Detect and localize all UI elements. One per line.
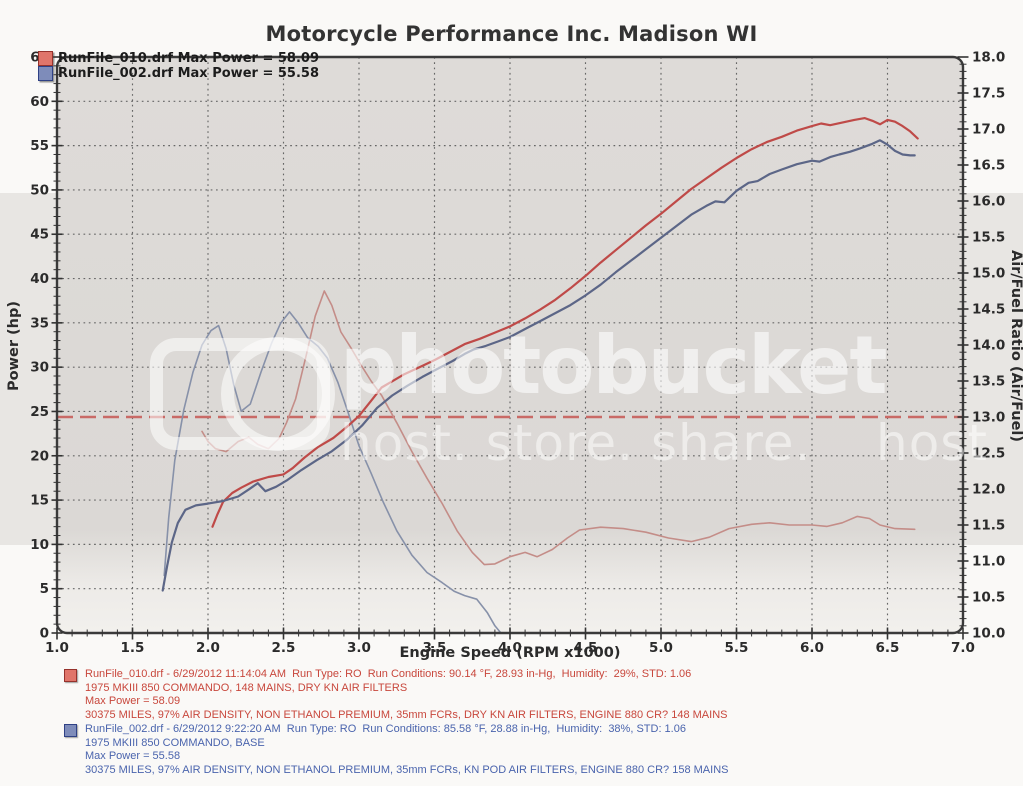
svg-text:0: 0 [40, 626, 49, 642]
svg-text:25: 25 [30, 404, 49, 420]
legend-label-run010: RunFile_010.drf Max Power = 58.09 [58, 50, 319, 66]
svg-text:16.0: 16.0 [972, 194, 1005, 210]
svg-text:2.5: 2.5 [272, 640, 296, 656]
svg-text:30: 30 [30, 360, 49, 376]
svg-text:5.0: 5.0 [649, 640, 673, 656]
svg-text:15.5: 15.5 [972, 230, 1005, 246]
svg-text:17.0: 17.0 [972, 122, 1005, 138]
info-line: RunFile_010.drf - 6/29/2012 11:14:04 AM … [85, 668, 692, 680]
svg-text:5.5: 5.5 [725, 640, 749, 656]
svg-text:7.0: 7.0 [951, 640, 975, 656]
svg-text:14.0: 14.0 [972, 338, 1005, 354]
left-axis-title: Power (hp) [6, 301, 22, 391]
axis-ticks [51, 56, 969, 640]
info-line: 30375 MILES, 97% AIR DENSITY, NON ETHANO… [85, 708, 728, 721]
svg-text:14.5: 14.5 [972, 302, 1005, 318]
svg-text:4.5: 4.5 [574, 640, 598, 656]
svg-text:20: 20 [30, 448, 49, 464]
svg-text:15: 15 [30, 493, 49, 509]
series-runfile_010-power [211, 117, 919, 528]
legend-row-run002: RunFile_002.drf Max Power = 55.58 [38, 65, 319, 81]
page-title: Motorcycle Performance Inc. Madison WI [265, 22, 758, 46]
info-line: Max Power = 55.58 [85, 750, 181, 763]
legend-label-run002: RunFile_002.drf Max Power = 55.58 [58, 65, 319, 81]
run002-info-block: RunFile_002.drf - 6/29/2012 9:22:20 AM R… [64, 723, 728, 777]
svg-text:5: 5 [40, 581, 49, 597]
info-line: RunFile_002.drf - 6/29/2012 9:22:20 AM R… [85, 723, 686, 735]
svg-text:12.5: 12.5 [972, 446, 1005, 462]
run010-info-block: RunFile_010.drf - 6/29/2012 11:14:04 AM … [64, 668, 727, 722]
svg-text:11.0: 11.0 [972, 554, 1005, 570]
svg-text:18.0: 18.0 [972, 50, 1005, 66]
tick-labels: 1.0 1.5 2.0 2.5 3.0 3.5 4.0 4.5 5.0 5.5 6.0 6.5 7.0 0… [30, 50, 1005, 657]
svg-text:55: 55 [30, 138, 49, 154]
gridlines [57, 57, 963, 633]
info-line: 30375 MILES, 97% AIR DENSITY, NON ETHANO… [85, 763, 729, 776]
svg-text:3.0: 3.0 [347, 640, 371, 656]
svg-text:13.0: 13.0 [972, 410, 1005, 426]
svg-text:10: 10 [30, 537, 49, 553]
info-line: 1975 MKIII 850 COMMANDO, 148 MAINS, DRY … [85, 681, 408, 694]
svg-text:12.0: 12.0 [972, 482, 1005, 498]
svg-text:40: 40 [30, 271, 49, 287]
svg-text:45: 45 [30, 227, 49, 243]
run010-info-swatch [64, 669, 77, 682]
run010-info-text: RunFile_010.drf - 6/29/2012 11:14:04 AM … [85, 668, 727, 722]
svg-text:1.0: 1.0 [45, 640, 69, 656]
series-runfile_002-power [161, 139, 916, 592]
svg-text:35: 35 [30, 315, 49, 331]
svg-text:15.0: 15.0 [972, 266, 1005, 282]
svg-text:2.0: 2.0 [196, 640, 220, 656]
info-line: 1975 MKIII 850 COMMANDO, BASE [85, 736, 265, 749]
svg-text:1.5: 1.5 [121, 640, 145, 656]
run002-color-swatch [38, 65, 53, 81]
svg-text:16.5: 16.5 [972, 158, 1005, 174]
run002-info-text: RunFile_002.drf - 6/29/2012 9:22:20 AM R… [85, 723, 728, 777]
info-line: Max Power = 58.09 [85, 695, 181, 708]
svg-text:11.5: 11.5 [972, 518, 1005, 534]
svg-text:50: 50 [30, 182, 49, 198]
legend-row-run010: RunFile_010.drf Max Power = 58.09 [38, 50, 319, 66]
right-axis-title: Air/Fuel Ratio (Air/Fuel) [1008, 249, 1023, 443]
svg-text:13.5: 13.5 [972, 374, 1005, 390]
x-axis-title: Engine Speed (RPM x1000) [399, 645, 621, 661]
svg-text:6.5: 6.5 [876, 640, 900, 656]
series-runfile_010-afr [201, 290, 916, 566]
svg-text:17.5: 17.5 [972, 86, 1005, 102]
svg-text:3.5: 3.5 [423, 640, 447, 656]
svg-text:10.5: 10.5 [972, 590, 1005, 606]
run010-color-swatch [38, 50, 53, 66]
svg-text:4.0: 4.0 [498, 640, 522, 656]
svg-text:10.0: 10.0 [972, 626, 1005, 642]
svg-text:6.0: 6.0 [800, 640, 824, 656]
svg-text:60: 60 [30, 94, 49, 110]
run002-info-swatch [64, 724, 77, 737]
